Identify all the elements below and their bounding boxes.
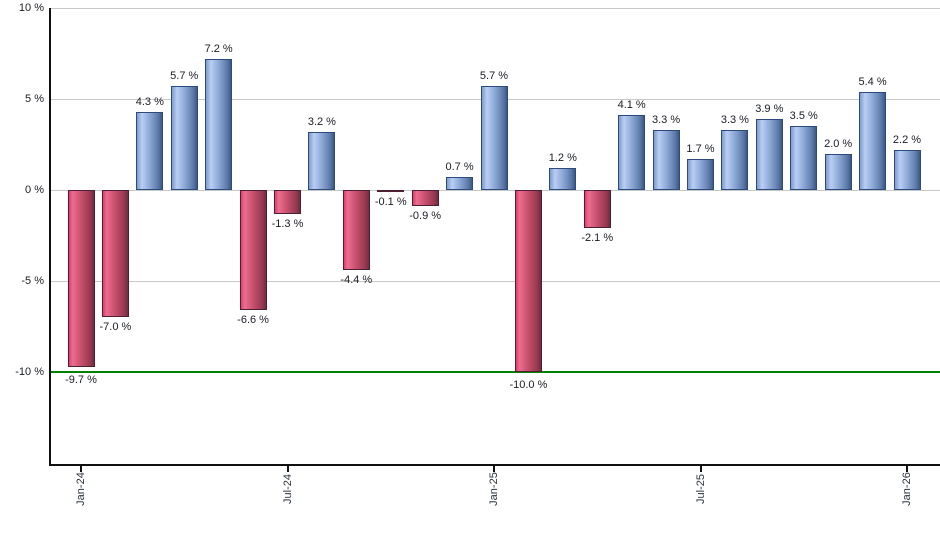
x-tick-label: Jul-25: [694, 474, 707, 504]
bar-value-label: 1.7 %: [686, 143, 715, 156]
bar: [101, 190, 129, 318]
bar-value-label: 4.1 %: [617, 99, 646, 112]
gridline: [50, 8, 940, 9]
x-tick: [699, 465, 702, 472]
bar: [205, 58, 233, 190]
bar-value-label: 0.7 %: [445, 161, 474, 174]
bar-value-label: 3.9 %: [755, 103, 784, 116]
bar: [790, 126, 818, 190]
y-tick-label: -5 %: [21, 275, 44, 287]
bar: [824, 153, 852, 190]
bar-value-label: 3.5 %: [789, 110, 818, 123]
bar-value-label: -0.1 %: [374, 195, 407, 208]
bar-value-label: 7.2 %: [204, 42, 233, 55]
bar: [274, 190, 301, 214]
bar-value-label: -7.0 %: [99, 321, 132, 334]
x-tick: [493, 465, 495, 472]
bar: [480, 86, 508, 190]
bar: [411, 190, 439, 207]
bar-value-label: -2.1 %: [581, 232, 614, 245]
bar-value-label: 5.4 %: [858, 75, 887, 88]
bar: [652, 129, 680, 190]
y-tick-label: -10 %: [15, 366, 44, 378]
bar: [583, 190, 611, 229]
bar-value-label: 4.3 %: [135, 95, 164, 108]
x-tick: [906, 465, 908, 472]
bar-value-label: 1.2 %: [548, 152, 577, 165]
bar-value-label: 2.2 %: [892, 133, 922, 146]
bar: [721, 129, 749, 190]
x-tick-label: Jul-24: [281, 474, 294, 504]
bar-value-label: 3.2 %: [307, 115, 336, 128]
bar: [170, 86, 198, 190]
bar-value-label: -6.6 %: [237, 314, 269, 327]
bar: [377, 190, 405, 192]
bar-value-label: -9.7 %: [65, 373, 97, 386]
bar: [67, 190, 95, 367]
y-axis-line: [49, 8, 51, 465]
bar: [136, 111, 164, 190]
bar: [514, 190, 542, 372]
bar-value-label: 5.7 %: [170, 70, 199, 83]
x-tick: [80, 465, 82, 472]
bar: [859, 91, 887, 190]
bar: [308, 131, 336, 190]
y-tick-label: 10 %: [18, 2, 44, 14]
bar-value-label: 2.0 %: [824, 137, 853, 150]
bar: [618, 115, 646, 190]
gridline: [50, 281, 940, 282]
bar: [893, 149, 921, 190]
bar-value-label: -0.9 %: [409, 210, 442, 223]
x-tick: [286, 465, 289, 472]
y-tick-label: 5 %: [25, 93, 44, 105]
bar-value-label: 3.3 %: [720, 113, 749, 126]
bar-value-label: 3.3 %: [652, 113, 681, 126]
bar-value-label: -1.3 %: [271, 217, 304, 230]
bar: [755, 119, 783, 190]
bar-value-label: -4.4 %: [340, 274, 373, 287]
bar: [446, 177, 474, 190]
y-tick-label: 0 %: [25, 184, 44, 196]
bar: [687, 159, 714, 190]
bar-value-label: -10.0 %: [509, 379, 548, 391]
x-tick-label: Jan-24: [75, 472, 87, 506]
bar: [239, 190, 267, 311]
bar: [342, 190, 370, 271]
bar: [549, 168, 577, 190]
gridline: [50, 190, 940, 191]
threshold-line-minus-10pct: [50, 371, 940, 373]
x-tick-label: Jan-26: [901, 472, 913, 506]
x-tick-label: Jan-25: [488, 472, 500, 506]
bar-value-label: 5.7 %: [479, 70, 509, 83]
